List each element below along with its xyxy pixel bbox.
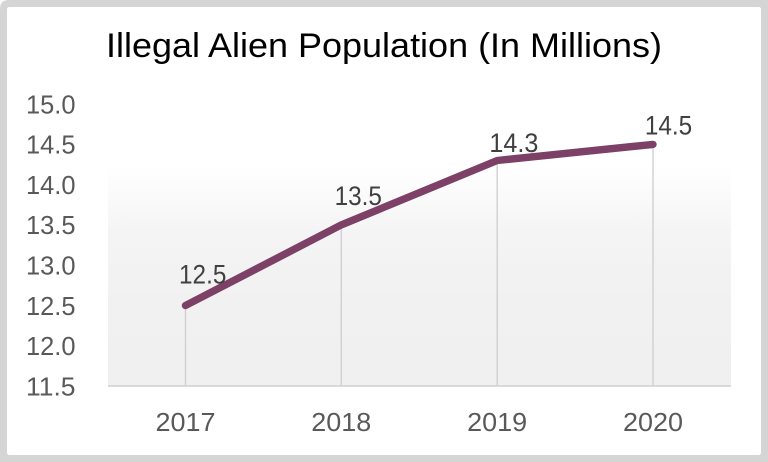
svg-text:Illegal Alien Population (In M: Illegal Alien Population (In Millions) xyxy=(106,27,662,65)
svg-text:2018: 2018 xyxy=(311,407,371,437)
svg-text:15.0: 15.0 xyxy=(26,89,76,119)
svg-text:12.5: 12.5 xyxy=(179,260,226,290)
svg-text:14.5: 14.5 xyxy=(645,110,692,140)
svg-text:2017: 2017 xyxy=(156,407,216,437)
svg-text:14.5: 14.5 xyxy=(26,130,76,160)
svg-text:13.5: 13.5 xyxy=(26,210,76,240)
svg-text:12.0: 12.0 xyxy=(26,331,76,361)
svg-text:12.5: 12.5 xyxy=(26,291,76,321)
svg-text:13.5: 13.5 xyxy=(335,181,382,211)
svg-text:2020: 2020 xyxy=(623,407,683,437)
svg-text:13.0: 13.0 xyxy=(26,251,76,281)
svg-text:2019: 2019 xyxy=(467,407,527,437)
svg-text:14.0: 14.0 xyxy=(26,170,76,200)
svg-text:14.3: 14.3 xyxy=(489,128,538,158)
svg-text:11.5: 11.5 xyxy=(26,371,76,401)
